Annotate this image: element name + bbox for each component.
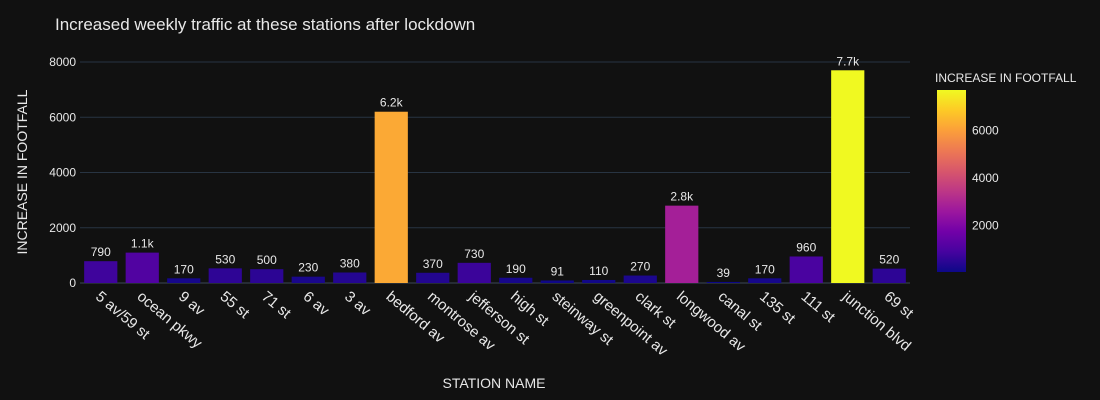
bar-value-label: 170 xyxy=(174,262,194,276)
bar xyxy=(374,111,408,283)
x-axis-title: STATION NAME xyxy=(443,375,546,391)
bar-value-label: 960 xyxy=(796,240,816,254)
bar xyxy=(291,276,325,283)
chart-title: Increased weekly traffic at these statio… xyxy=(55,15,475,34)
bar-value-label: 230 xyxy=(298,261,318,275)
bar xyxy=(416,272,450,283)
bar xyxy=(457,262,491,283)
gridlines xyxy=(80,61,910,284)
bar-value-label: 6.2k xyxy=(380,96,404,110)
x-tick-label: 9 av xyxy=(175,288,208,320)
bar-value-label: 380 xyxy=(340,257,360,271)
bar xyxy=(250,269,284,283)
bar-value-label: 730 xyxy=(464,247,484,261)
bar xyxy=(208,268,242,283)
x-tick-label: 111 st xyxy=(798,288,839,326)
colorbar-title: INCREASE IN FOOTFALL xyxy=(935,71,1077,85)
bar-value-label: 1.1k xyxy=(131,237,155,251)
colorbar-tick-label: 6000 xyxy=(972,123,999,137)
bar-value-label: 370 xyxy=(423,257,443,271)
bar-value-label: 110 xyxy=(589,264,608,278)
colorbar xyxy=(937,90,966,272)
bar xyxy=(665,205,699,283)
bar-value-label: 91 xyxy=(551,264,565,278)
y-tick-label: 2000 xyxy=(49,221,76,235)
y-tick-label: 6000 xyxy=(49,110,76,124)
bar-value-label: 520 xyxy=(879,253,899,267)
y-tick-label: 4000 xyxy=(49,166,76,180)
x-tick-label: 71 st xyxy=(258,288,294,322)
bar xyxy=(167,278,201,283)
bar-value-label: 790 xyxy=(91,245,111,259)
y-tick-label: 8000 xyxy=(49,55,76,69)
colorbar-ticks: 2000 4000 6000 xyxy=(972,123,999,232)
bar xyxy=(872,268,906,283)
x-tick-label: 3 av xyxy=(341,288,374,320)
bar xyxy=(84,261,118,283)
bar-value-label: 2.8k xyxy=(670,190,694,204)
y-axis-title: INCREASE IN FOOTFALL xyxy=(14,89,30,254)
colorbar-tick-label: 2000 xyxy=(972,218,999,232)
bar-value-label: 39 xyxy=(717,266,731,280)
bar xyxy=(748,278,782,283)
y-axis-ticks: 0 2000 4000 6000 8000 xyxy=(49,55,76,290)
x-tick-label: 6 av xyxy=(300,288,333,320)
bar-labels: 790 1.1k 170 530 500 230 380 6.2k 370 730 190 91 110… xyxy=(91,54,900,280)
bar xyxy=(789,256,823,283)
bar-value-label: 170 xyxy=(755,262,775,276)
bar-value-label: 270 xyxy=(630,260,650,274)
bar-value-label: 7.7k xyxy=(836,54,860,68)
bar xyxy=(706,281,740,283)
bar xyxy=(499,277,533,283)
bar-value-label: 190 xyxy=(506,262,526,276)
bar-value-label: 530 xyxy=(215,252,235,266)
bar xyxy=(333,272,367,283)
bar xyxy=(582,279,616,283)
x-tick-label: 55 st xyxy=(217,288,253,322)
bar-value-label: 500 xyxy=(257,253,277,267)
bar xyxy=(540,280,574,283)
bar xyxy=(125,252,159,283)
colorbar-tick-label: 4000 xyxy=(972,171,999,185)
bar xyxy=(831,70,865,283)
bars xyxy=(84,70,906,283)
y-tick-label: 0 xyxy=(69,276,76,290)
bar xyxy=(623,275,657,283)
